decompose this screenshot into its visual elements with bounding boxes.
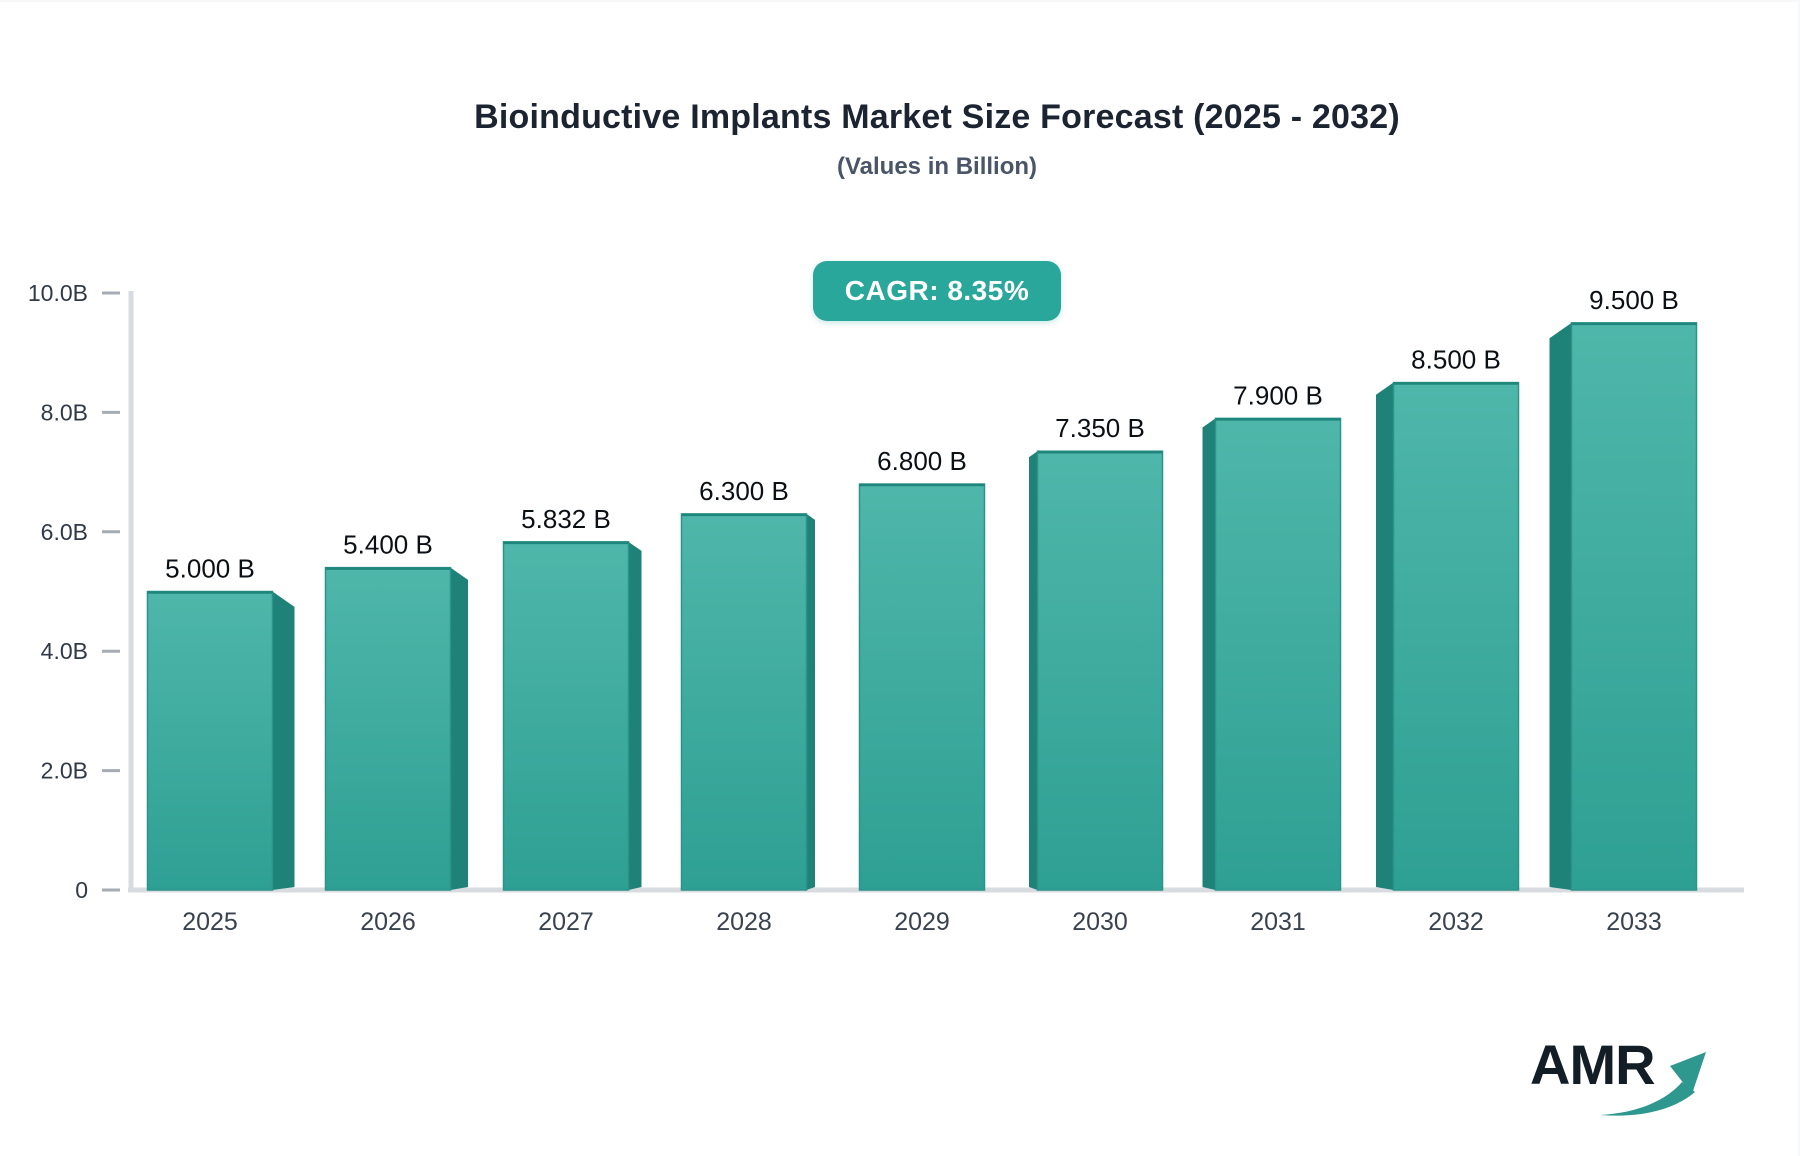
bar-value-label: 7.900 B <box>1233 380 1323 410</box>
bar-value-label: 5.000 B <box>165 554 255 584</box>
bar-value-label: 5.400 B <box>343 530 433 560</box>
y-axis-label: 2.0B <box>41 758 88 784</box>
bar <box>502 541 630 891</box>
x-axis-label: 2025 <box>182 908 238 936</box>
bar-side-face <box>1202 418 1216 890</box>
bar-value-label: 6.300 B <box>699 476 789 506</box>
x-axis-label: 2033 <box>1606 908 1662 936</box>
y-axis-label: 10.0B <box>28 280 88 306</box>
brand-logo-text: AMR <box>1530 1033 1656 1096</box>
bars <box>146 322 1698 891</box>
bar-side-face <box>272 591 295 890</box>
bar <box>1392 381 1520 891</box>
x-axis-label: 2031 <box>1250 908 1306 936</box>
bar-value-label: 8.500 B <box>1411 345 1501 375</box>
chart-title: Bioinductive Implants Market Size Foreca… <box>474 98 1400 136</box>
bar <box>146 590 274 891</box>
bar <box>858 483 986 891</box>
x-axis-label: 2030 <box>1072 908 1128 936</box>
bar-side-face <box>806 513 815 890</box>
bar-side-face <box>1029 451 1038 890</box>
bar-side-face <box>450 567 468 890</box>
bar-value-label: 5.832 B <box>521 504 611 534</box>
bar-side-face <box>628 541 642 890</box>
y-axis-label: 6.0B <box>41 519 88 545</box>
bar-side-face <box>1376 382 1394 890</box>
x-axis-label: 2027 <box>538 908 594 936</box>
y-axis-label: 4.0B <box>41 638 88 664</box>
bar-side-face <box>1549 322 1572 891</box>
chart-subtitle: (Values in Billion) <box>836 153 1038 180</box>
bar <box>1570 322 1698 891</box>
bar <box>324 566 452 891</box>
bar-value-label: 7.350 B <box>1055 413 1145 443</box>
x-axis-label: 2026 <box>360 908 416 936</box>
brand-logo: AMR <box>1530 1032 1730 1122</box>
bar <box>1036 450 1164 891</box>
x-axis-label: 2032 <box>1428 908 1484 936</box>
growth-arrow-icon <box>1600 1052 1706 1116</box>
y-axis-label: 8.0B <box>41 399 88 425</box>
x-axis-label: 2028 <box>716 908 772 936</box>
bar <box>680 513 808 891</box>
y-axis-label: 0 <box>75 877 88 903</box>
x-axis-label: 2029 <box>894 908 950 936</box>
bar-value-label: 6.800 B <box>877 446 967 476</box>
bar <box>1214 417 1342 891</box>
bar-value-label: 9.500 B <box>1589 285 1679 315</box>
chart-header: Bioinductive Implants Market Size Foreca… <box>130 98 1744 181</box>
labels: 5.000 B 2025 5.400 B 2026 5.832 B 2027 6.300 B… <box>165 285 1679 936</box>
